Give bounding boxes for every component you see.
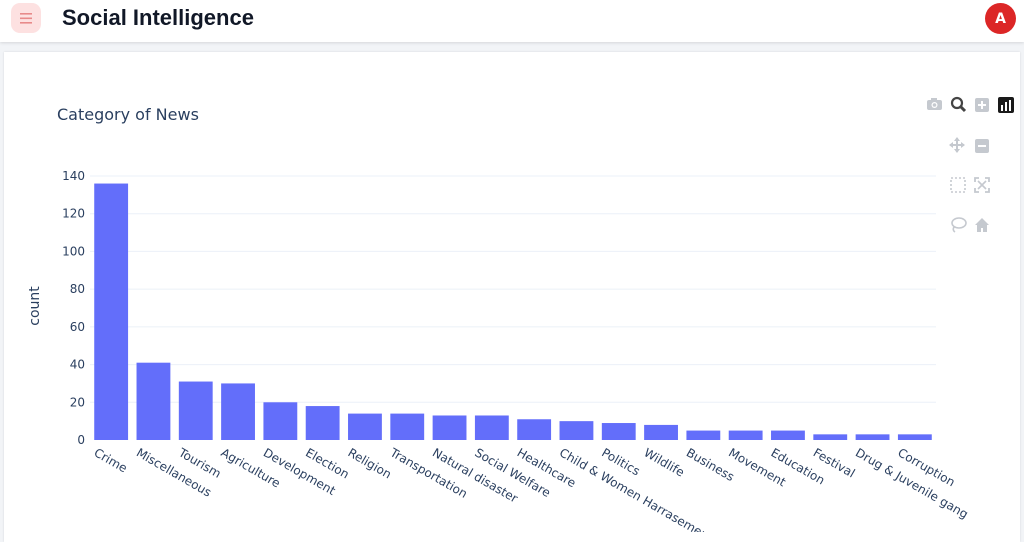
bar[interactable] [305, 406, 340, 440]
chart-bars [94, 183, 932, 441]
bar[interactable] [771, 430, 805, 440]
y-tick-label: 120 [62, 207, 85, 221]
bar[interactable] [136, 362, 171, 440]
bar[interactable] [221, 383, 255, 440]
bar[interactable] [601, 423, 636, 440]
bar[interactable] [94, 183, 129, 441]
top-bar: Social Intelligence A [0, 0, 1024, 42]
y-tick-label: 100 [62, 244, 85, 258]
plotly-logo-icon[interactable] [998, 97, 1014, 113]
bar[interactable] [686, 430, 721, 440]
y-tick-label: 140 [62, 169, 85, 183]
bar[interactable] [897, 434, 932, 440]
box-select-icon[interactable] [950, 177, 966, 193]
modebar [927, 96, 1014, 233]
chart-grid [90, 175, 936, 403]
pan-icon[interactable] [949, 137, 965, 153]
bar[interactable] [644, 424, 678, 440]
bar[interactable] [474, 415, 509, 440]
bar-chart: Category of News 0 20 40 60 80 100 120 140 Crim… [27, 96, 1014, 532]
bar[interactable] [813, 434, 848, 440]
menu-button[interactable] [11, 3, 41, 33]
user-avatar[interactable]: A [985, 3, 1016, 34]
bar[interactable] [728, 430, 763, 440]
x-tick-label: Miscellaneous [134, 445, 214, 499]
bar[interactable] [517, 419, 552, 440]
y-tick-label: 0 [77, 433, 85, 447]
zoom-icon[interactable] [950, 96, 967, 113]
hamburger-icon [20, 12, 32, 24]
bar[interactable] [263, 402, 298, 440]
y-axis-ticks: 0 20 40 60 80 100 120 140 [62, 169, 85, 447]
app-title: Social Intelligence [62, 5, 254, 30]
autoscale-icon[interactable] [974, 177, 990, 193]
chart-title: Category of News [57, 105, 199, 124]
bar[interactable] [855, 434, 890, 440]
bar[interactable] [390, 413, 425, 440]
zoom-in-icon[interactable] [975, 98, 989, 112]
lasso-select-icon[interactable] [951, 217, 967, 233]
bar[interactable] [559, 421, 594, 440]
y-tick-label: 60 [70, 320, 85, 334]
y-axis-label: count [27, 286, 43, 326]
camera-icon[interactable] [927, 98, 942, 110]
bar[interactable] [432, 415, 467, 440]
x-tick-label: Wildlife [642, 445, 687, 479]
x-tick-label: Religion [345, 445, 393, 481]
zoom-out-icon[interactable] [975, 139, 989, 153]
chart-card: Category of News 0 20 40 60 80 100 120 140 Crim… [4, 52, 1020, 542]
reset-axes-icon[interactable] [975, 218, 989, 232]
y-tick-label: 80 [70, 282, 85, 296]
y-tick-label: 20 [70, 395, 85, 409]
bar[interactable] [178, 381, 213, 440]
bar[interactable] [348, 413, 382, 440]
x-tick-label: Crime [92, 445, 130, 475]
y-tick-label: 40 [70, 358, 85, 372]
x-axis-ticks: Crime MiscellaneousTourismAgricultureDeve… [92, 445, 971, 532]
